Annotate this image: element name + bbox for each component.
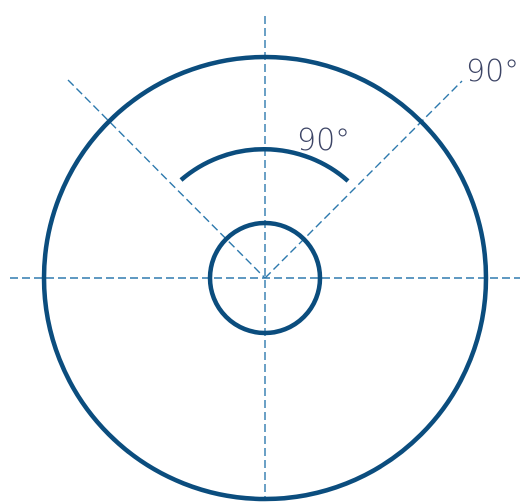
inner-circle	[207, 220, 323, 336]
left-diagonal-line	[67, 79, 266, 279]
outer-angle-label: 90°	[466, 54, 519, 89]
angle-arc	[179, 146, 350, 183]
outer-circle	[41, 54, 489, 502]
right-diagonal-line	[264, 80, 463, 279]
inner-angle-label: 90°	[297, 123, 350, 158]
